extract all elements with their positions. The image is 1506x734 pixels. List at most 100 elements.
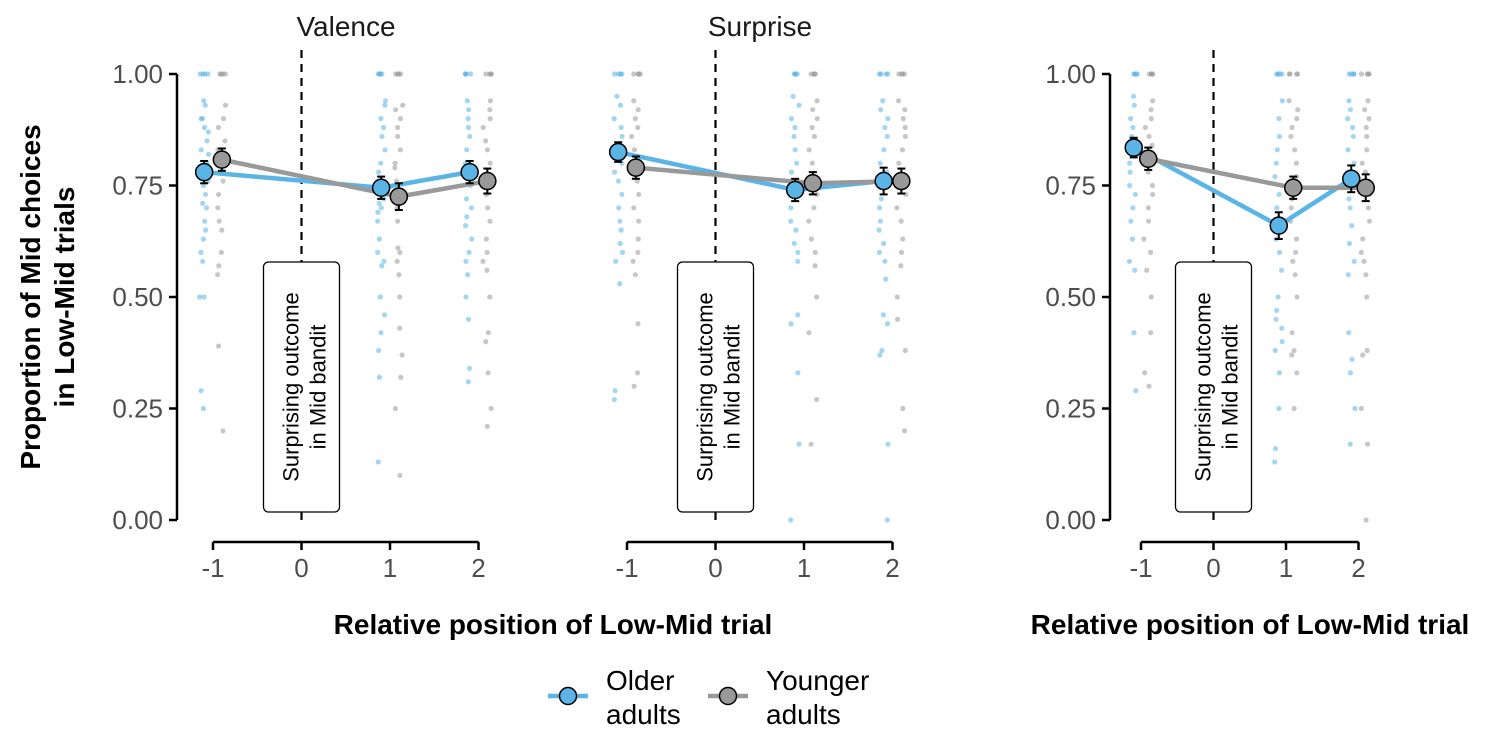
older-raw-point <box>1348 71 1354 77</box>
older-raw-point <box>200 405 207 412</box>
younger-raw-point <box>1290 258 1296 264</box>
younger-raw-point <box>1142 124 1148 131</box>
older-raw-point <box>882 258 888 264</box>
older-raw-point <box>468 205 474 211</box>
annotation-box <box>1174 261 1253 513</box>
older-raw-point <box>881 147 887 153</box>
younger-raw-point <box>487 294 493 300</box>
younger-raw-point <box>220 428 226 434</box>
younger-raw-point <box>1289 124 1295 131</box>
x-tick-label: 2 <box>885 553 899 583</box>
younger-raw-point <box>896 160 902 166</box>
younger-raw-point <box>487 98 494 104</box>
older-raw-point <box>378 205 384 211</box>
younger-raw-point <box>397 116 404 122</box>
older-raw-point <box>1272 459 1278 465</box>
younger-raw-point <box>1286 98 1292 104</box>
younger-raw-point <box>487 116 493 122</box>
younger-raw-point <box>1294 294 1300 300</box>
younger-raw-point <box>483 71 489 77</box>
x-tick-label: 2 <box>1351 553 1365 583</box>
younger-raw-point <box>630 258 636 264</box>
younger-raw-point <box>809 124 815 131</box>
x-tick-label: 0 <box>294 553 308 583</box>
x-tick-label: 1 <box>797 553 811 583</box>
younger-raw-point <box>631 205 637 211</box>
younger-raw-point <box>1365 205 1371 211</box>
older-raw-point <box>464 214 470 220</box>
younger-raw-point <box>487 218 493 224</box>
older-raw-point <box>466 365 473 371</box>
older-raw-point <box>795 370 801 376</box>
older-raw-point <box>617 102 623 108</box>
older-raw-point <box>465 116 471 122</box>
younger-raw-point <box>812 249 818 255</box>
younger-raw-point <box>397 147 403 153</box>
older-raw-point <box>1127 169 1133 175</box>
annotation-line: Surprising outcome <box>1191 292 1216 482</box>
older-raw-point <box>794 71 800 77</box>
older-raw-point <box>1279 339 1285 345</box>
younger-raw-point <box>1145 205 1151 211</box>
older-raw-point <box>205 129 211 135</box>
younger-raw-point <box>899 147 906 153</box>
older-raw-point <box>612 388 618 394</box>
younger-raw-point <box>487 71 493 77</box>
younger-raw-point <box>395 218 401 224</box>
younger-raw-point <box>1359 160 1365 166</box>
younger-raw-point <box>635 124 641 131</box>
older-raw-point <box>465 272 471 278</box>
older-raw-point <box>612 71 618 77</box>
younger-raw-point <box>1293 160 1300 166</box>
older-raw-point <box>619 191 625 198</box>
x-axis-title: Relative position of Low-Mid trial <box>334 609 773 640</box>
younger-raw-point <box>487 160 493 166</box>
younger-raw-point <box>214 272 221 278</box>
x-tick-label: 1 <box>383 553 397 583</box>
annotation-line: Surprising outcome <box>693 292 718 482</box>
younger-raw-point <box>219 227 225 233</box>
younger-raw-point <box>814 191 820 198</box>
younger-mean-point <box>1139 149 1158 168</box>
older-raw-point <box>467 71 474 77</box>
younger-raw-point <box>636 191 642 198</box>
younger-raw-point <box>635 236 641 242</box>
younger-raw-point <box>1358 71 1365 77</box>
older-raw-point <box>796 441 802 447</box>
younger-raw-point <box>397 325 403 331</box>
older-raw-point <box>1347 441 1353 447</box>
older-mean-point <box>874 171 893 191</box>
older-raw-point <box>1130 124 1136 131</box>
younger-raw-point <box>397 472 403 478</box>
younger-raw-point <box>394 124 401 131</box>
younger-raw-point <box>215 343 222 349</box>
younger-raw-point <box>392 405 398 412</box>
y-tick-label: 0.50 <box>112 282 163 312</box>
older-raw-point <box>1345 272 1351 278</box>
younger-raw-point <box>812 263 818 269</box>
younger-mean-point <box>212 150 232 169</box>
younger-raw-point <box>810 107 816 113</box>
panel-2: Surprise -1 0 1 2 Surprising outcomein Mid ba… <box>608 11 911 583</box>
younger-raw-point <box>397 249 403 255</box>
older-raw-point <box>382 102 388 108</box>
older-raw-point <box>795 312 801 318</box>
older-raw-point <box>1276 116 1282 122</box>
older-raw-point <box>1345 116 1351 122</box>
x-axis-title: Relative position of Low-Mid trial <box>1031 609 1470 640</box>
y-tick-label: 0.00 <box>1045 505 1096 535</box>
annotation-line: Surprising outcome <box>279 292 304 482</box>
younger-raw-point <box>215 191 222 198</box>
older-raw-point <box>1349 124 1356 131</box>
younger-raw-point <box>629 133 635 140</box>
older-raw-point <box>1132 267 1138 273</box>
older-raw-point <box>200 236 207 242</box>
older-raw-point <box>1131 330 1137 336</box>
younger-raw-point <box>1286 71 1292 77</box>
older-raw-point <box>467 133 473 140</box>
older-raw-point <box>1345 147 1351 153</box>
younger-raw-point <box>1146 133 1152 140</box>
younger-raw-point <box>216 218 222 224</box>
younger-raw-point <box>395 245 401 251</box>
